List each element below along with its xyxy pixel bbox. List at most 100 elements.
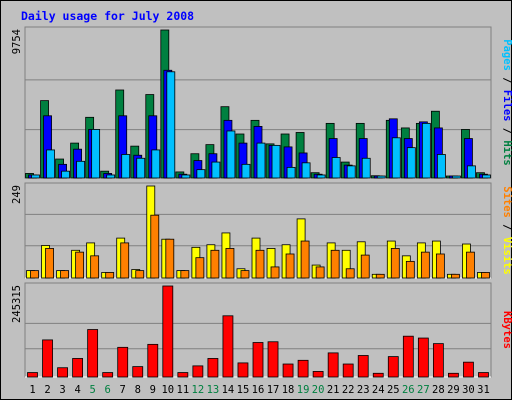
bar-pages-day-5 bbox=[91, 129, 101, 179]
bar-pages-day-19 bbox=[301, 162, 311, 179]
bar-pages-day-28 bbox=[436, 154, 446, 179]
bar-sites-day-11 bbox=[180, 270, 190, 279]
x-tick-label-day-22: 22 bbox=[342, 384, 355, 396]
bar-pages-day-3 bbox=[61, 170, 70, 179]
bar-kbytes-day-1 bbox=[27, 372, 38, 378]
x-tick-label-day-13: 13 bbox=[207, 384, 220, 396]
bar-pages-day-7 bbox=[121, 154, 131, 179]
bar-kbytes-day-11 bbox=[177, 372, 189, 378]
x-tick-label-day-30: 30 bbox=[462, 384, 475, 396]
bar-pages-day-30 bbox=[467, 165, 476, 179]
legend-separator: / bbox=[501, 121, 512, 140]
bar-sites-day-3 bbox=[60, 270, 69, 279]
bar-pages-day-23 bbox=[361, 157, 371, 179]
bar-sites-day-9 bbox=[150, 214, 160, 279]
x-tick-label-day-10: 10 bbox=[161, 384, 174, 396]
bar-kbytes-day-12 bbox=[192, 365, 204, 378]
bar-pages-day-14 bbox=[226, 130, 236, 179]
bar-sites-day-18 bbox=[285, 253, 295, 279]
y-max-label-bottom: 245315 bbox=[11, 285, 23, 323]
legend-middle: Sites / Visits bbox=[501, 186, 512, 275]
legend-separator: / bbox=[501, 218, 512, 237]
x-tick-label-day-14: 14 bbox=[222, 384, 235, 396]
legend-sites: Sites bbox=[501, 186, 512, 218]
x-tick-label-day-18: 18 bbox=[282, 384, 295, 396]
bar-kbytes-day-15 bbox=[237, 362, 249, 378]
x-tick-label-day-3: 3 bbox=[59, 384, 65, 396]
bar-sites-day-10 bbox=[165, 238, 175, 279]
bar-pages-day-29 bbox=[452, 175, 461, 179]
bar-pages-day-18 bbox=[286, 166, 296, 179]
x-tick-label-day-1: 1 bbox=[29, 384, 35, 396]
x-tick-label-day-21: 21 bbox=[327, 384, 340, 396]
bar-pages-day-31 bbox=[482, 174, 491, 179]
bar-sites-day-8 bbox=[135, 270, 145, 279]
bar-kbytes-day-13 bbox=[207, 358, 219, 378]
legend-files: Files bbox=[501, 90, 512, 122]
x-tick-label-day-28: 28 bbox=[432, 384, 445, 396]
bar-kbytes-day-19 bbox=[297, 359, 309, 378]
bar-sites-day-23 bbox=[360, 254, 370, 279]
x-tick-label-day-2: 2 bbox=[44, 384, 50, 396]
bar-kbytes-day-16 bbox=[252, 342, 264, 378]
bar-pages-day-15 bbox=[241, 163, 251, 179]
bar-pages-day-10 bbox=[166, 71, 176, 179]
bar-sites-day-16 bbox=[255, 249, 265, 279]
bar-pages-day-11 bbox=[181, 174, 191, 179]
bar-kbytes-day-30 bbox=[463, 361, 474, 378]
bar-kbytes-day-25 bbox=[387, 356, 399, 378]
x-tick-label-day-26: 26 bbox=[402, 384, 415, 396]
bar-pages-day-26 bbox=[406, 147, 416, 179]
x-tick-label-day-19: 19 bbox=[297, 384, 310, 396]
legend-visits: Visits bbox=[501, 237, 512, 275]
x-tick-label-day-7: 7 bbox=[120, 384, 126, 396]
x-tick-label-day-15: 15 bbox=[237, 384, 250, 396]
bar-sites-day-4 bbox=[75, 251, 85, 279]
x-tick-label-day-16: 16 bbox=[252, 384, 265, 396]
x-tick-label-day-24: 24 bbox=[372, 384, 385, 396]
bar-pages-day-2 bbox=[46, 149, 55, 179]
x-tick-label-day-9: 9 bbox=[150, 384, 156, 396]
x-tick-label-day-12: 12 bbox=[192, 384, 205, 396]
bar-kbytes-day-6 bbox=[102, 372, 114, 378]
legend-hits: Hits bbox=[501, 140, 512, 165]
bar-sites-day-2 bbox=[45, 248, 54, 279]
bar-sites-day-21 bbox=[330, 249, 340, 279]
bar-kbytes-day-7 bbox=[117, 346, 129, 378]
bar-sites-day-13 bbox=[210, 249, 220, 279]
bar-kbytes-day-5 bbox=[87, 329, 99, 378]
bar-kbytes-day-9 bbox=[147, 343, 159, 378]
bar-sites-day-6 bbox=[105, 272, 115, 279]
bar-sites-day-17 bbox=[270, 266, 280, 279]
x-tick-label-day-29: 29 bbox=[447, 384, 460, 396]
bar-pages-day-6 bbox=[106, 174, 116, 179]
bar-pages-day-1 bbox=[31, 174, 40, 179]
y-max-label-middle: 249 bbox=[11, 185, 23, 204]
legend-kbytes: KBytes bbox=[501, 311, 512, 349]
x-tick-label-day-8: 8 bbox=[135, 384, 141, 396]
bar-sites-day-5 bbox=[90, 255, 100, 279]
bar-kbytes-day-22 bbox=[342, 363, 354, 378]
bar-kbytes-day-10 bbox=[162, 285, 174, 378]
bar-pages-day-17 bbox=[271, 144, 281, 179]
bar-kbytes-day-24 bbox=[372, 372, 384, 378]
x-tick-label-day-11: 11 bbox=[177, 384, 190, 396]
legend-top: Pages / Files / Hits bbox=[501, 39, 512, 165]
x-tick-label-day-6: 6 bbox=[105, 384, 111, 396]
x-tick-label-day-27: 27 bbox=[417, 384, 430, 396]
bar-sites-day-24 bbox=[375, 273, 385, 279]
legend-separator: / bbox=[501, 71, 512, 90]
bar-kbytes-day-28 bbox=[432, 343, 444, 378]
bar-sites-day-28 bbox=[435, 253, 445, 279]
legend-bottom: KBytes bbox=[501, 311, 512, 349]
x-tick-label-day-5: 5 bbox=[89, 384, 95, 396]
bar-sites-day-22 bbox=[345, 268, 355, 279]
x-tick-label-day-25: 25 bbox=[387, 384, 400, 396]
bar-sites-day-31 bbox=[481, 272, 490, 279]
bar-kbytes-day-26 bbox=[402, 335, 414, 378]
bar-sites-day-30 bbox=[466, 251, 475, 279]
bar-sites-day-19 bbox=[300, 240, 310, 279]
bar-kbytes-day-18 bbox=[282, 363, 294, 378]
bar-sites-day-29 bbox=[451, 273, 460, 279]
